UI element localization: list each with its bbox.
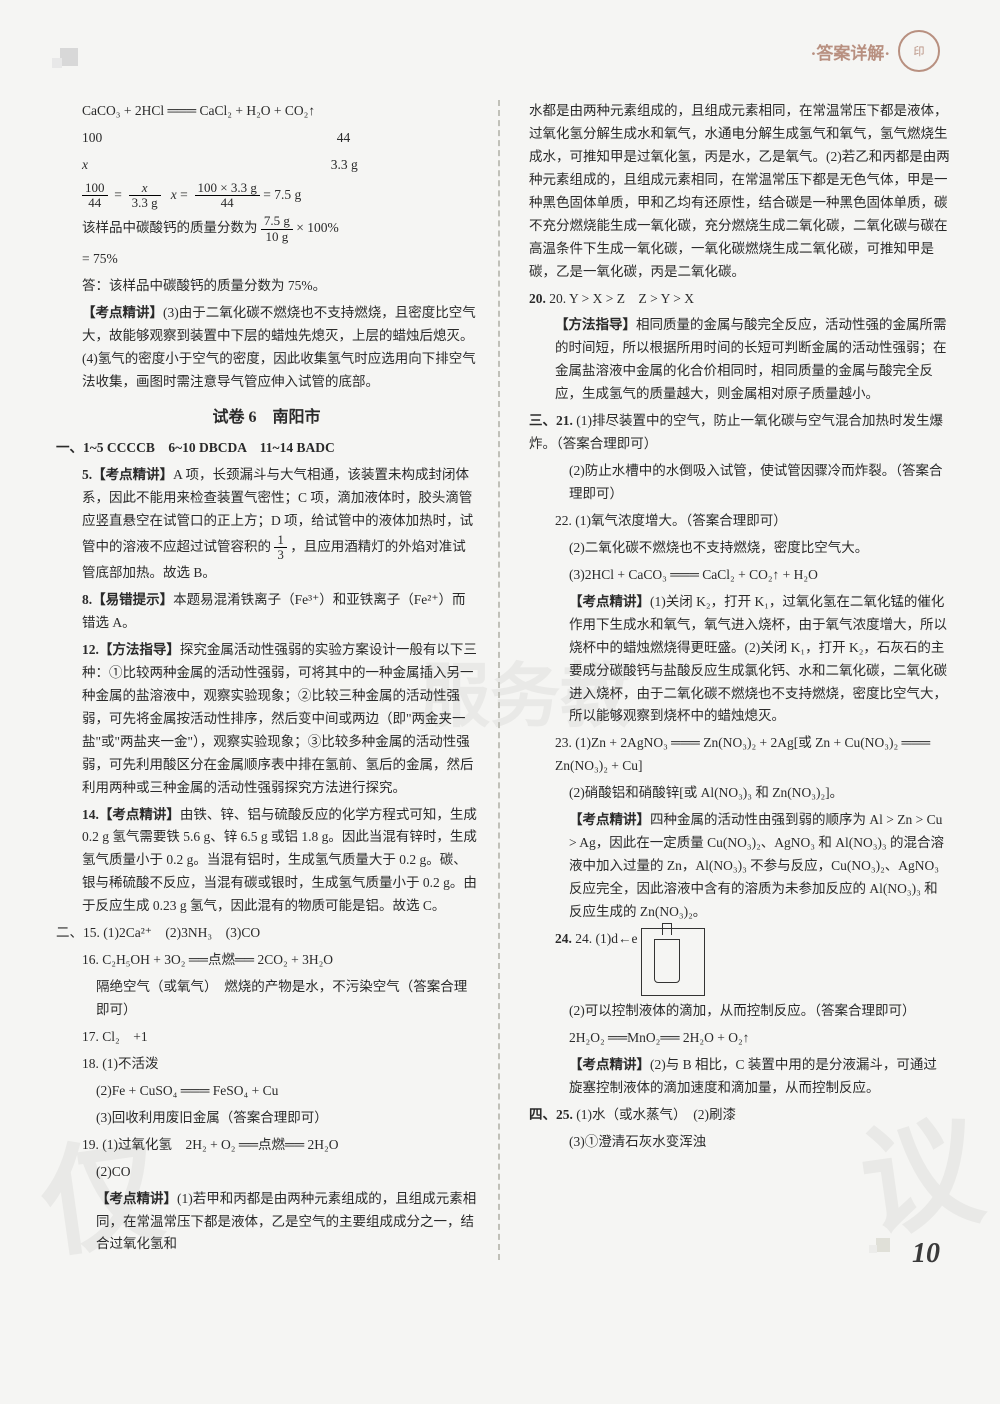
page-number: 10: [912, 1238, 940, 1270]
q25: 四、25. (1)水（或水蒸气） (2)刷漆: [529, 1104, 950, 1127]
q22b: (2)二氧化碳不燃烧也不支持燃烧，密度比空气大。: [529, 537, 950, 560]
q16b: 隔绝空气（或氧气） 燃烧的产物是水，不污染空气（答案合理即可）: [56, 976, 477, 1022]
calc-row: 10044 = x3.3 g x = 100 × 3.3 g44 = 7.5 g: [56, 181, 477, 211]
calc-row: 该样品中碳酸钙的质量分数为 7.5 g10 g × 100%: [56, 214, 477, 244]
q25b: (3)①澄清石灰水变浑浊: [529, 1131, 950, 1154]
q21b: (2)防止水槽中的水倒吸入试管，使试管因骤冷而炸裂。（答案合理即可）: [529, 460, 950, 506]
header-label: ·答案详解·: [811, 39, 890, 64]
q18c: (3)回收利用废旧金属（答案合理即可）: [56, 1107, 477, 1130]
q12: 12.【方法指导】探究金属活动性强弱的实验方案设计一般有以下三种：①比较两种金属…: [56, 639, 477, 800]
calc-row: 100 44: [56, 127, 477, 150]
q17: 17. Cl₂ +1: [56, 1026, 477, 1049]
q24d: 【考点精讲】(2)与 B 相比，C 装置中用的是分液漏斗，可通过旋塞控制液体的滴…: [529, 1054, 950, 1100]
q22d: 【考点精讲】(1)关闭 K₂，打开 K₁，过氧化氢在二氧化锰的催化作用下生成水和…: [529, 591, 950, 729]
q18a: 18. (1)不活泼: [56, 1053, 477, 1076]
explain-block: 【考点精讲】(3)由于二氧化碳不燃烧也不支持燃烧，且密度比空气大，故能够观察到装…: [56, 302, 477, 394]
q24c: 2H₂O₂ ══MnO₂══ 2H₂O + O₂↑: [529, 1027, 950, 1050]
calc-row: x 3.3 g: [56, 154, 477, 177]
q23c: 【考点精讲】四种金属的活动性由强到弱的顺序为 Al > Zn > Cu > Ag…: [529, 809, 950, 924]
q22a: 22. (1)氧气浓度增大。（答案合理即可）: [529, 510, 950, 533]
equation: CaCO₃ + 2HCl ═══ CaCl₂ + H₂O + CO₂↑: [56, 100, 477, 123]
corner-mark: [60, 48, 78, 66]
q24a: 24. 24. (1)d←e: [529, 928, 950, 996]
page-header: ·答案详解· 印: [811, 30, 940, 72]
seal-icon: 印: [898, 30, 940, 72]
corner-mark: [876, 1238, 890, 1252]
q20a: 20. 20. Y > X > Z Z > Y > X: [529, 288, 950, 311]
cont-text: 水都是由两种元素组成的，且组成元素相同，在常温常压下都是液体，过氧化氢分解生成水…: [529, 100, 950, 284]
q19a: 19. (1)过氧化氢 2H₂ + O₂ ══点燃══ 2H₂O: [56, 1134, 477, 1157]
answer-line: 答：该样品中碳酸钙的质量分数为 75%。: [56, 275, 477, 298]
column-divider: [498, 100, 500, 1260]
q19c: 【考点精讲】(1)若甲和丙都是由两种元素组成的，且组成元素相同，在常温常压下都是…: [56, 1188, 477, 1257]
q19b: (2)CO: [56, 1161, 477, 1184]
q24b: (2)可以控制液体的滴加，从而控制反应。（答案合理即可）: [529, 1000, 950, 1023]
answers-line: 一、1~5 CCCCB 6~10 DBCDA 11~14 BADC: [56, 437, 477, 460]
q23b: (2)硝酸铝和硝酸锌[或 Al(NO₃)₃ 和 Zn(NO₃)₂]。: [529, 782, 950, 805]
q8: 8.【易错提示】本题易混淆铁离子（Fe³⁺）和亚铁离子（Fe²⁺）而错选 A。: [56, 589, 477, 635]
q14: 14.【考点精讲】由铁、锌、铝与硫酸反应的化学方程式可知，生成 0.2 g 氢气…: [56, 804, 477, 919]
right-column: 水都是由两种元素组成的，且组成元素相同，在常温常压下都是液体，过氧化氢分解生成水…: [529, 100, 950, 1260]
q16a: 16. C₂H₅OH + 3O₂ ══点燃══ 2CO₂ + 3H₂O: [56, 949, 477, 972]
q22c: (3)2HCl + CaCO₃ ═══ CaCl₂ + CO₂↑ + H₂O: [529, 564, 950, 587]
q5: 5.【考点精讲】A 项，长颈漏斗与大气相通，该装置未构成封闭体系，因此不能用来检…: [56, 464, 477, 585]
q20b: 【方法指导】相同质量的金属与酸完全反应，活动性强的金属所需的时间短，所以根据所用…: [529, 314, 950, 406]
q21: 三、21. (1)排尽装置中的空气，防止一氧化碳与空气混合加热时发生爆炸。（答案…: [529, 410, 950, 456]
q18b: (2)Fe + CuSO₄ ═══ FeSO₄ + Cu: [56, 1080, 477, 1103]
paper-title: 试卷 6 南阳市: [56, 404, 477, 431]
left-column: CaCO₃ + 2HCl ═══ CaCl₂ + H₂O + CO₂↑ 100 …: [56, 100, 477, 1260]
q15: 二、15. (1)2Ca²⁺ (2)3NH₃ (3)CO: [56, 922, 477, 945]
q23a: 23. (1)Zn + 2AgNO₃ ═══ Zn(NO₃)₂ + 2Ag[或 …: [529, 732, 950, 778]
apparatus-diagram: [641, 928, 705, 996]
calc-row: = 75%: [56, 248, 477, 271]
